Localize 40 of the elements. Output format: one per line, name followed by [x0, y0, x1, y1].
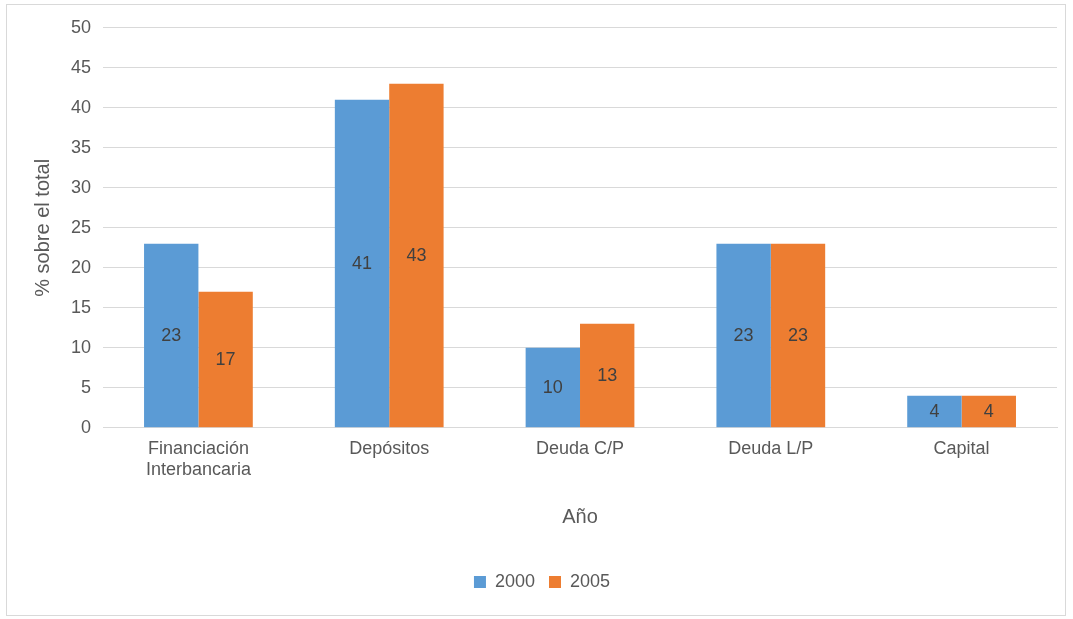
bar [389, 83, 444, 428]
y-tick-label: 10 [70, 336, 92, 357]
y-tick-label: 35 [70, 136, 92, 157]
data-label: 23 [733, 324, 754, 345]
x-tick-label: Depósitos [349, 437, 430, 458]
y-axis-title: % sobre el total [30, 158, 53, 297]
x-tick-label: Capital [933, 437, 990, 458]
data-label: 23 [787, 324, 809, 345]
bar [334, 99, 390, 428]
data-label: 13 [597, 364, 618, 385]
bar [198, 291, 253, 428]
bar [770, 243, 826, 428]
legend-label: 2005 [570, 570, 611, 591]
data-label: 41 [352, 252, 373, 273]
x-tick-label: Deuda L/P [728, 437, 814, 458]
bar [907, 395, 962, 428]
y-tick-label: 0 [81, 416, 92, 437]
x-axis-title: Año [562, 504, 598, 527]
bar [961, 395, 1016, 428]
data-label: 23 [161, 324, 182, 345]
y-tick-label: 50 [70, 16, 92, 37]
y-tick-label: 20 [70, 256, 92, 277]
x-tick-label: Deuda C/P [535, 437, 625, 458]
y-tick-label: 15 [70, 296, 92, 317]
x-tick-label: Financiación Interbancaria [145, 437, 252, 480]
bar [144, 243, 199, 428]
bar [716, 243, 771, 428]
y-tick-label: 25 [70, 216, 92, 237]
data-label: 4 [983, 400, 994, 421]
data-label: 17 [215, 348, 236, 369]
data-label: 4 [929, 400, 940, 421]
bar [580, 323, 635, 428]
y-tick-label: 5 [81, 376, 92, 397]
y-tick-label: 45 [70, 56, 92, 77]
y-tick-label: 30 [70, 176, 92, 197]
bar [525, 347, 581, 428]
data-label: 43 [406, 244, 427, 265]
data-label: 10 [542, 376, 563, 397]
y-tick-label: 40 [70, 96, 92, 117]
legend-label: 2000 [494, 570, 535, 591]
